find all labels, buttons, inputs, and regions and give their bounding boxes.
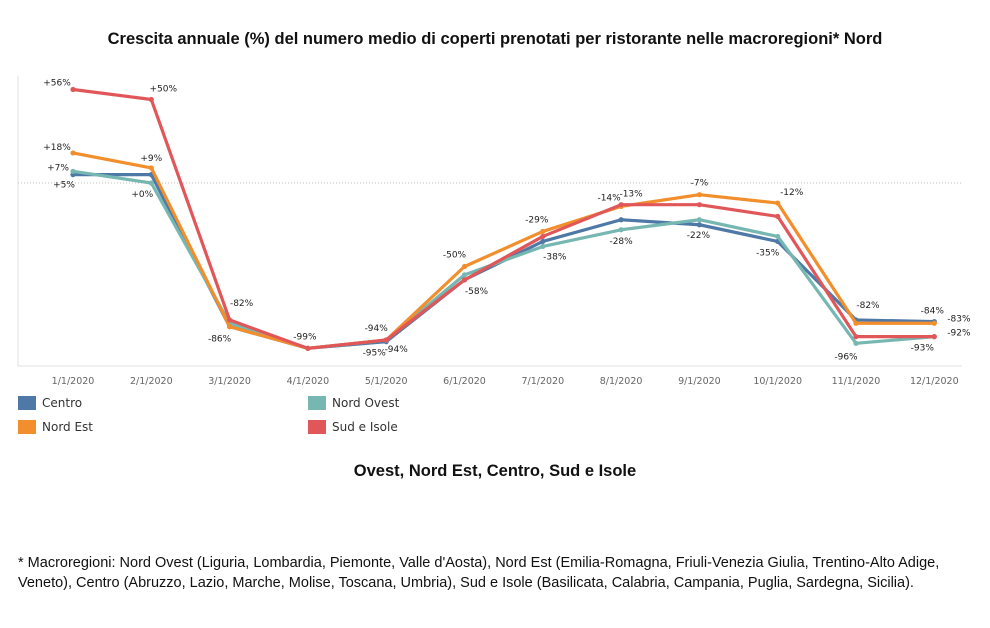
x-tick-label: 12/1/2020 (910, 376, 959, 387)
legend-item-nord-ovest[interactable]: Nord Ovest (308, 396, 399, 410)
data-point (540, 243, 546, 250)
data-point (227, 324, 233, 330)
data-label: -28% (609, 237, 633, 247)
data-point (540, 233, 546, 240)
x-tick-label: 9/1/2020 (678, 376, 721, 387)
data-point (148, 180, 154, 186)
series-line-sud-e-isole (71, 87, 936, 350)
legend-item-nord-est[interactable]: Nord Est (18, 420, 93, 434)
data-label: +7% (47, 163, 69, 173)
data-point (618, 217, 624, 223)
data-point (696, 217, 703, 223)
data-label: -38% (543, 252, 567, 262)
legend-swatch (308, 420, 326, 434)
data-label: -35% (756, 248, 780, 258)
data-label: -13% (619, 190, 643, 200)
data-label: +18% (43, 143, 71, 153)
x-tick-label: 5/1/2020 (365, 376, 408, 387)
data-label: -83% (947, 315, 971, 325)
data-label: +0% (131, 190, 153, 200)
footnote: * Macroregioni: Nord Ovest (Liguria, Lom… (18, 555, 940, 591)
data-label: +9% (140, 154, 162, 164)
data-label: -82% (230, 299, 254, 309)
data-point (853, 334, 859, 340)
data-point (775, 213, 781, 219)
data-point (618, 227, 624, 233)
x-tick-label: 3/1/2020 (208, 376, 251, 387)
data-point (227, 317, 233, 323)
data-point (618, 202, 624, 208)
x-tick-label: 2/1/2020 (130, 376, 173, 387)
legend-item-centro[interactable]: Centro (18, 396, 82, 410)
data-label: -82% (856, 301, 880, 311)
data-point (540, 238, 546, 245)
data-point (775, 233, 781, 240)
data-point (696, 222, 703, 228)
data-label: -95% (363, 349, 387, 359)
data-point (853, 320, 859, 326)
data-point (70, 168, 76, 174)
legend-label: Nord Ovest (332, 396, 400, 410)
data-point (931, 320, 937, 326)
data-point (931, 334, 937, 340)
legend-swatch (18, 420, 36, 434)
data-label: -29% (525, 215, 549, 225)
legend-label: Centro (42, 396, 83, 410)
legend-label: Sud e Isole (332, 420, 398, 434)
data-label: +56% (43, 78, 71, 88)
legend-swatch (308, 396, 326, 410)
data-label: -96% (834, 352, 858, 362)
chart-title: Crescita annuale (%) del numero medio di… (107, 30, 883, 48)
legend: Centro Nord Ovest Nord Est Sud e Isole (18, 396, 618, 442)
data-point (461, 263, 468, 270)
x-tick-label: 1/1/2020 (52, 376, 95, 387)
data-point (305, 345, 311, 351)
data-label: +5% (53, 181, 75, 191)
legend-swatch (18, 396, 36, 410)
x-tick-label: 4/1/2020 (287, 376, 330, 387)
data-point (775, 200, 781, 206)
x-tick-label: 11/1/2020 (832, 376, 881, 387)
data-label: -93% (911, 344, 935, 354)
data-point (148, 165, 154, 171)
x-tick-label: 7/1/2020 (521, 376, 564, 387)
data-point (148, 96, 154, 103)
series-line-nord-est (71, 151, 936, 350)
data-label: -92% (947, 329, 971, 339)
data-point (70, 86, 76, 93)
data-point (540, 228, 546, 235)
data-label: -22% (687, 231, 711, 241)
data-label: -86% (208, 335, 232, 345)
legend-item-sud-e-isole[interactable]: Sud e Isole (308, 420, 398, 434)
x-tick-label: 6/1/2020 (443, 376, 486, 387)
chart-subtitle: Ovest, Nord Est, Centro, Sud e Isole (353, 462, 637, 480)
data-label: -14% (597, 193, 621, 203)
data-label: -99% (293, 332, 317, 342)
data-label: -84% (921, 306, 945, 316)
data-point (696, 202, 703, 208)
data-point (461, 272, 468, 278)
legend-label: Nord Est (42, 420, 94, 434)
data-label: -94% (365, 324, 389, 334)
data-point (696, 192, 703, 198)
data-point (70, 150, 76, 156)
data-label: +50% (150, 85, 178, 95)
data-point (383, 337, 389, 343)
data-label: -12% (780, 188, 804, 198)
data-label: -7% (691, 179, 709, 189)
data-label: -50% (443, 251, 467, 261)
data-point (461, 277, 468, 283)
x-tick-label: 10/1/2020 (753, 376, 802, 387)
x-tick-label: 8/1/2020 (600, 376, 643, 387)
data-label: -58% (465, 287, 489, 297)
data-point (853, 340, 859, 346)
line-chart: 1/1/2020 2/1/2020 3/1/2020 4/1/2020 5/1/2020… (17, 76, 971, 387)
data-label: -94% (385, 345, 409, 355)
